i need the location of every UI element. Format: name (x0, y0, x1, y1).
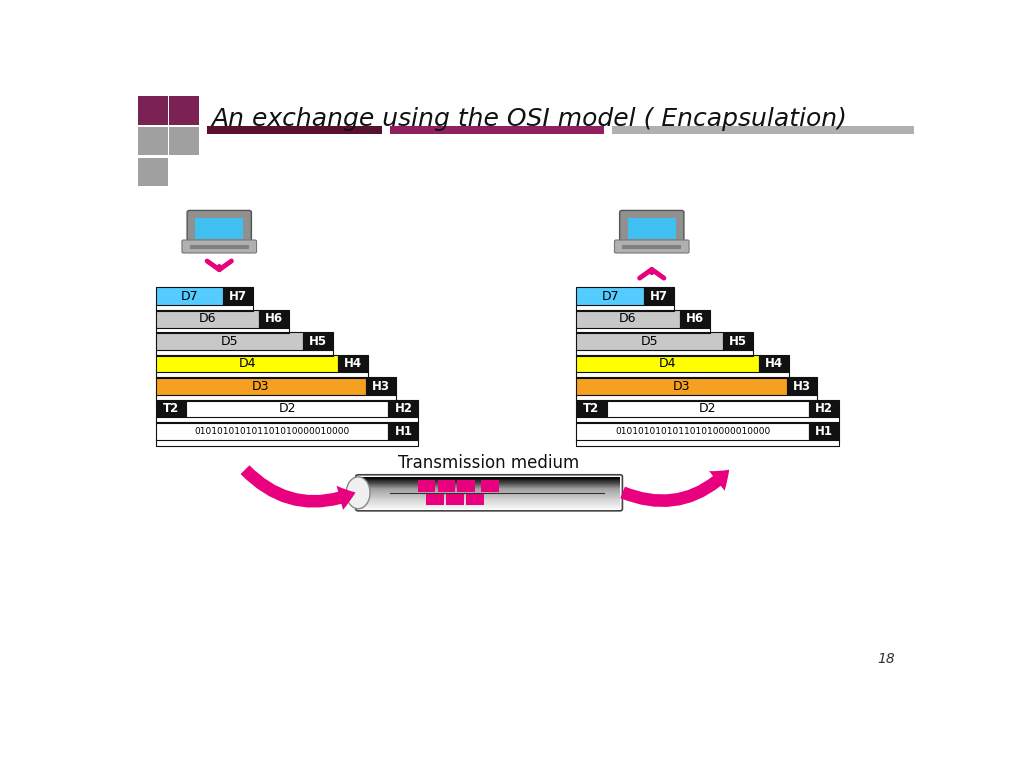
Text: H3: H3 (372, 379, 390, 392)
Text: H7: H7 (650, 290, 668, 303)
Bar (446, 493, 464, 505)
FancyBboxPatch shape (614, 240, 689, 253)
Bar (303, 333, 333, 350)
Text: H6: H6 (265, 312, 283, 325)
Bar (156, 377, 367, 395)
Bar (388, 422, 419, 440)
Bar (644, 287, 674, 305)
Bar (426, 493, 443, 505)
Text: D6: D6 (620, 312, 637, 325)
Bar (137, 96, 168, 124)
Bar (367, 377, 396, 395)
Text: 010101010101101010000010000: 010101010101101010000010000 (195, 426, 349, 435)
FancyBboxPatch shape (182, 240, 257, 253)
Text: Transmission medium: Transmission medium (398, 454, 580, 472)
Bar (623, 245, 681, 250)
Bar (418, 480, 435, 492)
Bar (186, 399, 388, 418)
Bar (628, 217, 676, 239)
Bar (577, 355, 759, 372)
Text: H2: H2 (815, 402, 833, 415)
Bar (458, 480, 475, 492)
Bar (577, 377, 786, 395)
Bar (169, 127, 200, 155)
Text: D3: D3 (252, 379, 269, 392)
Text: D2: D2 (279, 402, 296, 415)
Text: H2: H2 (394, 402, 413, 415)
Bar (137, 157, 168, 186)
Bar (156, 355, 338, 372)
Text: D4: D4 (239, 357, 256, 370)
Bar (577, 422, 809, 440)
Bar (466, 493, 483, 505)
FancyArrowPatch shape (621, 470, 729, 507)
Text: D6: D6 (199, 312, 216, 325)
Bar (577, 287, 644, 305)
Bar (481, 480, 499, 492)
Text: T2: T2 (584, 402, 600, 415)
Text: H5: H5 (729, 335, 748, 348)
Bar (577, 310, 680, 327)
Bar (809, 422, 839, 440)
Bar (577, 399, 606, 418)
Text: H1: H1 (815, 425, 833, 438)
Bar (195, 217, 244, 239)
Text: H4: H4 (765, 357, 783, 370)
Bar (390, 127, 604, 134)
Text: H3: H3 (793, 379, 811, 392)
Bar (223, 287, 253, 305)
Text: 18: 18 (877, 652, 895, 666)
Bar (207, 127, 382, 134)
Text: D7: D7 (601, 290, 618, 303)
FancyArrowPatch shape (241, 465, 355, 510)
Bar (338, 355, 369, 372)
Bar (156, 287, 223, 305)
Text: D2: D2 (699, 402, 717, 415)
Bar (156, 333, 303, 350)
Text: H6: H6 (685, 312, 703, 325)
Bar (388, 399, 419, 418)
Text: T2: T2 (163, 402, 179, 415)
Text: D4: D4 (658, 357, 677, 370)
Bar (169, 96, 200, 124)
Text: An exchange using the OSI model ( Encapsulation): An exchange using the OSI model ( Encaps… (211, 107, 847, 131)
Bar (437, 480, 455, 492)
Bar (577, 333, 723, 350)
Bar (156, 399, 186, 418)
Text: 010101010101101010000010000: 010101010101101010000010000 (615, 426, 770, 435)
Bar (606, 399, 809, 418)
Bar (156, 310, 259, 327)
Bar (786, 377, 817, 395)
Bar (259, 310, 289, 327)
Bar (809, 399, 839, 418)
Bar (759, 355, 790, 372)
Bar (137, 127, 168, 155)
Bar (156, 422, 388, 440)
Text: H1: H1 (394, 425, 413, 438)
Ellipse shape (346, 477, 370, 508)
Bar (612, 127, 913, 134)
Text: H4: H4 (344, 357, 362, 370)
Text: D7: D7 (180, 290, 199, 303)
FancyBboxPatch shape (187, 210, 252, 245)
Text: D5: D5 (641, 335, 658, 348)
Bar (723, 333, 754, 350)
Text: D5: D5 (220, 335, 238, 348)
Bar (680, 310, 710, 327)
Bar (189, 245, 249, 250)
Text: H5: H5 (308, 335, 327, 348)
FancyBboxPatch shape (620, 210, 684, 245)
Text: D3: D3 (673, 379, 690, 392)
Text: H7: H7 (229, 290, 248, 303)
